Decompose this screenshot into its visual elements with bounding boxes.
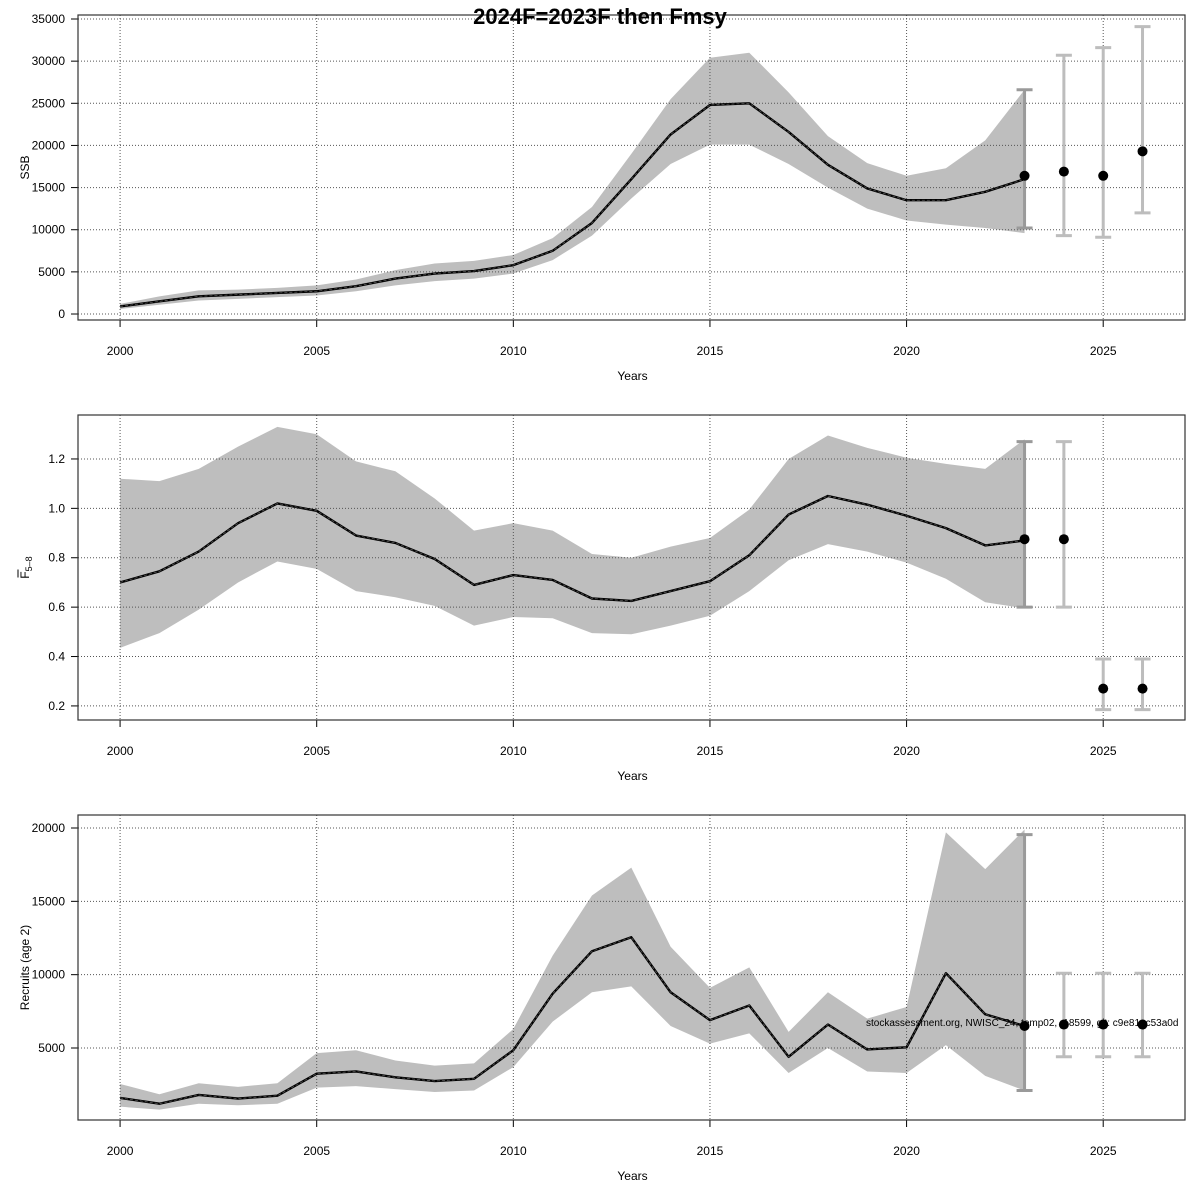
- confidence-band: [120, 829, 1025, 1110]
- forecast-point: [1058, 534, 1069, 545]
- y-tick-label: 0.8: [48, 551, 65, 565]
- y-tick-label: 10000: [32, 223, 66, 237]
- x-tick-label: 2025: [1090, 744, 1117, 758]
- estimate-line-dash: [120, 102, 1025, 307]
- forecast-point: [1058, 166, 1069, 177]
- x-tick-label: 2015: [697, 344, 724, 358]
- x-tick-label: 2025: [1090, 1144, 1117, 1158]
- x-tick-label: 2020: [893, 344, 920, 358]
- watermark: stockassessment.org, NWISC_24, temp02, r…: [866, 1018, 1178, 1029]
- y-tick-label: 5000: [38, 1041, 65, 1055]
- y-tick-label: 0.4: [48, 650, 65, 664]
- x-tick-label: 2000: [107, 1144, 134, 1158]
- estimate-line-dash: [120, 936, 1025, 1105]
- forecast-errorbar: [1016, 88, 1033, 230]
- y-axis-label: F5–8: [18, 556, 34, 578]
- x-tick-label: 2010: [500, 1144, 527, 1158]
- x-tick-label: 2015: [697, 1144, 724, 1158]
- x-tick-label: 2010: [500, 744, 527, 758]
- y-tick-label: 15000: [32, 181, 66, 195]
- forecast-errorbar: [1055, 440, 1072, 609]
- panel-recruits: 5000 10000 15000 20000 2000 2005 2010 2015 2020 2…: [18, 814, 1186, 1183]
- y-axis-label: Recruits (age 2): [18, 925, 32, 1010]
- panel-f: 0.2 0.4 0.6 0.8 1.0 1.2 2000 2005 2010 2015 2020 20…: [17, 414, 1186, 783]
- x-tick-label: 2000: [107, 744, 134, 758]
- y-tick-label: 0.2: [48, 699, 65, 713]
- x-tick-label: 2005: [303, 1144, 330, 1158]
- forecast-point: [1098, 1019, 1109, 1030]
- x-tick-label: 2020: [893, 1144, 920, 1158]
- x-tick-label: 2020: [893, 744, 920, 758]
- plot-frame: [77, 814, 1186, 1121]
- x-tick-label: 2015: [697, 744, 724, 758]
- y-axis-label-subscript: 5–8: [24, 556, 34, 571]
- x-axis-label: Years: [617, 369, 647, 383]
- y-tick-label: 20000: [32, 138, 66, 152]
- y-tick-label: 5000: [38, 265, 65, 279]
- y-tick-label: 0: [58, 307, 65, 321]
- y-tick-label: 15000: [32, 894, 66, 908]
- forecast-point: [1019, 534, 1030, 545]
- x-tick-label: 2005: [303, 344, 330, 358]
- x-axis-label: Years: [617, 769, 647, 783]
- x-tick-label: 2005: [303, 744, 330, 758]
- chart-title: 2024F=2023F then Fmsy: [473, 4, 728, 29]
- plot-frame: [77, 14, 1186, 321]
- confidence-band: [120, 52, 1025, 309]
- x-tick-label: 2000: [107, 344, 134, 358]
- forecast-errorbar: [1095, 46, 1112, 239]
- forecast-errorbar: [1134, 25, 1151, 215]
- forecast-point: [1137, 683, 1148, 694]
- forecast-errorbar: [1134, 971, 1151, 1059]
- panel-ssb: 0 5000 10000 15000 20000 25000 30000 35000 2000 2…: [18, 12, 1186, 383]
- forecast-errorbar: [1055, 53, 1072, 238]
- y-tick-label: 25000: [32, 96, 66, 110]
- forecast-errorbar: [1016, 833, 1033, 1093]
- plot-frame: [77, 414, 1186, 721]
- confidence-band: [120, 426, 1025, 648]
- y-tick-label: 35000: [32, 12, 66, 26]
- estimate-line-dash: [119, 495, 1025, 602]
- forecast-errorbar: [1095, 971, 1112, 1059]
- y-tick-label: 1.0: [48, 501, 65, 515]
- y-tick-label: 0.6: [48, 600, 65, 614]
- forecast-point: [1019, 170, 1030, 181]
- forecast-errorbar: [1016, 440, 1033, 609]
- forecast-errorbar: [1055, 971, 1072, 1059]
- forecast-point: [1137, 146, 1148, 157]
- y-tick-label: 20000: [32, 821, 66, 835]
- x-tick-label: 2010: [500, 344, 527, 358]
- y-tick-label: 10000: [32, 968, 66, 982]
- forecast-point: [1137, 1019, 1148, 1030]
- forecast-point: [1098, 170, 1109, 181]
- forecast-point: [1019, 1021, 1030, 1032]
- y-tick-label: 1.2: [48, 452, 65, 466]
- x-tick-label: 2025: [1090, 344, 1117, 358]
- y-axis-label: SSB: [18, 155, 32, 179]
- x-axis-label: Years: [617, 1169, 647, 1183]
- y-tick-label: 30000: [32, 54, 66, 68]
- forecast-point: [1058, 1019, 1069, 1030]
- forecast-point: [1098, 683, 1109, 694]
